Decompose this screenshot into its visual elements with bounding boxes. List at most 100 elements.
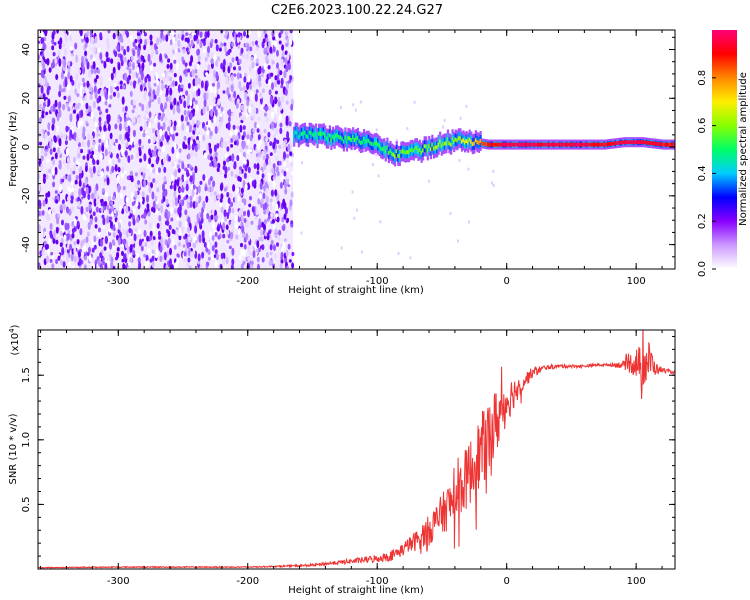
noise-dot — [255, 40, 258, 46]
noise-dot — [151, 50, 155, 54]
noise-dot — [67, 196, 70, 202]
noise-dot — [187, 233, 191, 238]
noise-dot — [110, 201, 114, 206]
noise-dot — [138, 148, 142, 157]
noise-dot — [272, 180, 276, 188]
noise-dot — [73, 132, 77, 140]
noise-dot — [224, 45, 228, 53]
signal-core — [641, 140, 644, 145]
noise-dot — [65, 148, 69, 157]
noise-dot — [107, 259, 110, 268]
noise-dot — [76, 93, 80, 97]
noise-dot — [78, 179, 82, 187]
noise-dot — [194, 145, 198, 152]
signal-core — [414, 146, 417, 151]
x-tick-label: -300 — [107, 276, 130, 287]
noise-dot — [272, 36, 276, 41]
noise-dot — [130, 136, 134, 143]
noise-dot — [222, 58, 226, 67]
noise-dot — [209, 230, 212, 239]
noise-dot — [116, 174, 120, 182]
noise-dot — [275, 203, 279, 211]
noise-dot — [262, 38, 266, 43]
noise-dot — [246, 43, 250, 52]
noise-dot — [144, 76, 148, 84]
noise-dot — [41, 113, 45, 119]
noise-dot — [47, 248, 51, 256]
scatter-dot — [492, 169, 495, 173]
noise-dot — [284, 139, 288, 144]
signal-core — [495, 142, 498, 147]
noise-dot — [164, 84, 168, 89]
noise-dot — [53, 136, 57, 142]
noise-dot — [230, 231, 234, 240]
noise-dot — [144, 121, 147, 131]
noise-dot — [190, 39, 194, 47]
noise-dot — [89, 94, 93, 101]
noise-dot — [155, 203, 159, 210]
noise-dot — [156, 187, 160, 193]
noise-dot — [280, 30, 284, 35]
noise-dot — [118, 222, 121, 231]
signal-core — [628, 140, 631, 145]
noise-dot — [269, 251, 273, 256]
noise-dot — [86, 80, 90, 88]
noise-dot — [46, 131, 50, 136]
noise-dot — [250, 56, 254, 61]
noise-dot — [109, 132, 113, 140]
noise-dot — [200, 212, 204, 219]
noise-dot — [216, 143, 220, 149]
noise-dot — [162, 145, 166, 153]
noise-dot — [87, 139, 91, 148]
noise-dot — [139, 158, 143, 163]
noise-dot — [265, 252, 269, 259]
signal-core — [352, 135, 355, 140]
noise-dot — [157, 122, 161, 131]
noise-dot — [154, 195, 158, 202]
noise-dot — [247, 166, 251, 174]
noise-dot — [158, 167, 161, 174]
noise-dot — [173, 120, 177, 127]
noise-dot — [191, 69, 195, 78]
noise-dot — [253, 163, 257, 170]
noise-dot — [226, 157, 230, 163]
noise-dot — [240, 47, 244, 54]
noise-dot — [177, 167, 181, 173]
noise-dot — [159, 245, 163, 253]
signal-core — [302, 131, 305, 136]
noise-dot — [250, 91, 254, 100]
noise-dot — [73, 241, 77, 246]
noise-dot — [113, 82, 117, 88]
noise-dot — [144, 219, 148, 225]
noise-dot — [71, 52, 74, 57]
signal-core — [384, 149, 387, 154]
signal-core — [509, 142, 512, 147]
noise-dot — [91, 150, 95, 156]
noise-dot — [47, 191, 51, 198]
signal-core — [554, 142, 557, 147]
noise-dot — [149, 230, 153, 238]
noise-dot — [249, 196, 252, 201]
noise-dot — [44, 244, 48, 250]
noise-dot — [243, 210, 246, 217]
noise-dot — [81, 140, 85, 148]
signal-core — [423, 144, 426, 149]
noise-dot — [113, 208, 117, 214]
signal-core — [558, 142, 561, 147]
noise-dot — [240, 263, 244, 269]
noise-dot — [111, 165, 115, 173]
scatter-dot — [340, 246, 343, 250]
signal-core — [451, 137, 454, 142]
signal-core — [544, 142, 547, 147]
noise-dot — [87, 222, 91, 230]
noise-dot — [173, 59, 177, 64]
noise-dot — [214, 259, 218, 268]
noise-dot — [148, 121, 152, 129]
signal-core — [491, 142, 495, 147]
noise-dot — [208, 142, 212, 149]
noise-dot — [273, 148, 277, 154]
noise-dot — [193, 127, 197, 132]
noise-dot — [51, 38, 55, 45]
noise-dot — [242, 125, 246, 130]
signal-core — [600, 142, 603, 147]
